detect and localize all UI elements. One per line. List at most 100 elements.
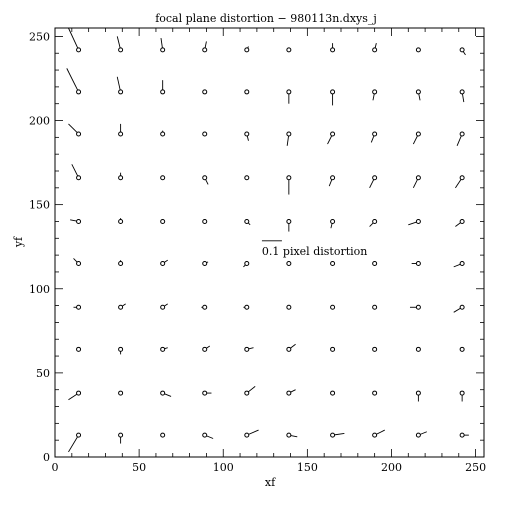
grid-point — [202, 261, 208, 267]
grid-point — [286, 346, 292, 352]
grid-point — [160, 175, 166, 181]
y-tick-label: 100 — [29, 283, 50, 296]
x-tick-label: 0 — [52, 461, 59, 474]
grid-point — [459, 131, 465, 137]
grid-point — [160, 89, 166, 95]
scale-bar: 0.1 pixel distortion — [261, 240, 367, 258]
grid-point — [415, 47, 421, 53]
grid-point — [415, 304, 421, 310]
grid-point — [118, 304, 124, 310]
grid-point — [202, 89, 208, 95]
grid-point — [76, 47, 82, 53]
x-tick-label: 50 — [132, 461, 146, 474]
distortion-vector — [68, 434, 79, 453]
grid-point — [372, 47, 378, 53]
grid-point — [459, 261, 465, 267]
grid-point — [118, 432, 124, 438]
grid-point — [202, 390, 208, 396]
axis-ticks — [54, 28, 484, 458]
grid-point — [286, 89, 292, 95]
grid-point — [118, 346, 124, 352]
grid-point — [244, 47, 250, 53]
y-tick-label: 250 — [29, 30, 50, 43]
grid-point — [76, 131, 82, 137]
grid-point — [76, 218, 82, 224]
y-tick-label: 50 — [36, 367, 50, 380]
grid-point — [372, 175, 378, 181]
grid-point — [330, 131, 336, 137]
grid-point — [415, 131, 421, 137]
grid-point — [202, 432, 208, 438]
grid-point — [286, 432, 292, 438]
grid-point — [118, 47, 124, 53]
grid-point — [372, 346, 378, 352]
grid-point — [244, 346, 250, 352]
grid-point — [330, 89, 336, 95]
grid-point — [76, 432, 82, 438]
grid-point — [76, 346, 82, 352]
y-tick-label: 0 — [43, 451, 50, 464]
distortion-vector — [71, 164, 79, 178]
grid-point — [330, 346, 336, 352]
grid-point — [118, 131, 124, 137]
grid-point — [202, 218, 208, 224]
x-axis-label: xf — [265, 476, 276, 489]
grid-point — [286, 261, 292, 267]
grid-point — [202, 175, 208, 181]
grid-point — [286, 218, 292, 224]
grid-point — [244, 432, 250, 438]
grid-point — [415, 346, 421, 352]
grid-point — [459, 47, 465, 53]
grid-point — [160, 432, 166, 438]
grid-point — [286, 131, 292, 137]
grid-point — [330, 390, 336, 396]
x-tick-label: 200 — [381, 461, 402, 474]
grid-point — [76, 304, 82, 310]
grid-point — [330, 261, 336, 267]
grid-point — [415, 261, 421, 267]
distortion-vectors — [66, 27, 469, 453]
grid-point — [244, 218, 250, 224]
grid-point — [244, 261, 250, 267]
chart-title: focal plane distortion − 980113n.dxys_j — [155, 12, 377, 25]
grid-point — [372, 131, 378, 137]
grid-point — [202, 346, 208, 352]
grid-point — [330, 432, 336, 438]
grid-point — [160, 261, 166, 267]
grid-point — [372, 304, 378, 310]
grid-point — [244, 304, 250, 310]
grid-point — [76, 175, 82, 181]
x-tick-label: 100 — [213, 461, 234, 474]
grid-point — [286, 175, 292, 181]
grid-point — [459, 175, 465, 181]
grid-point — [244, 131, 250, 137]
x-tick-label: 250 — [465, 461, 486, 474]
grid-point — [286, 304, 292, 310]
grid-point — [459, 304, 465, 310]
grid-point — [330, 218, 336, 224]
grid-point — [202, 131, 208, 137]
grid-point — [244, 175, 250, 181]
grid-point — [160, 218, 166, 224]
grid-point — [372, 261, 378, 267]
grid-point — [160, 304, 166, 310]
grid-point — [330, 304, 336, 310]
grid-point — [202, 304, 208, 310]
grid-point — [76, 89, 82, 95]
grid-point — [415, 89, 421, 95]
grid-point — [372, 432, 378, 438]
grid-point — [415, 218, 421, 224]
y-axis-label: yf — [12, 236, 25, 248]
grid-point — [160, 131, 166, 137]
grid-point — [160, 346, 166, 352]
grid-point — [459, 390, 465, 396]
plot-frame — [54, 27, 485, 458]
scale-bar-label: 0.1 pixel distortion — [262, 245, 367, 258]
grid-point — [459, 218, 465, 224]
grid-point — [202, 47, 208, 53]
grid-point — [118, 261, 124, 267]
grid-point — [286, 47, 292, 53]
distortion-vector — [68, 27, 79, 51]
y-tick-label: 200 — [29, 115, 50, 128]
